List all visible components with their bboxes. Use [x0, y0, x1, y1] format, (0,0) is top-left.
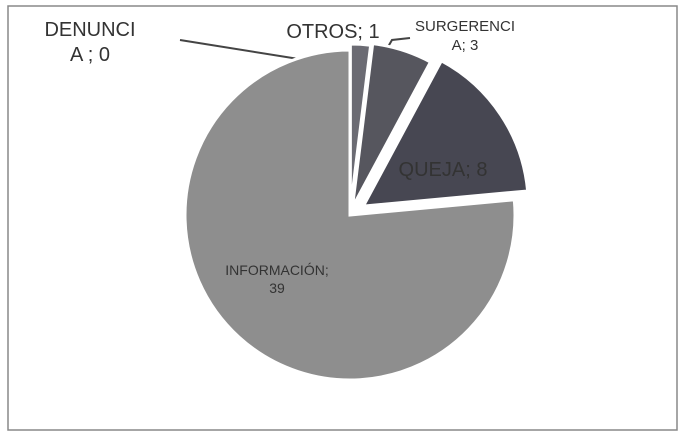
data-label: DENUNCIA ; 0 [44, 19, 136, 66]
pie-slice [360, 58, 530, 208]
data-label: SURGERENCIA; 3 [414, 18, 515, 54]
pie-slice [348, 42, 373, 210]
pie-slice [183, 48, 517, 382]
pie-slice [350, 41, 433, 209]
data-label: QUEJA; 8 [398, 159, 488, 181]
data-label: OTROS; 1 [286, 21, 380, 43]
data-label: INFORMACIÓN; 39 [225, 262, 329, 296]
